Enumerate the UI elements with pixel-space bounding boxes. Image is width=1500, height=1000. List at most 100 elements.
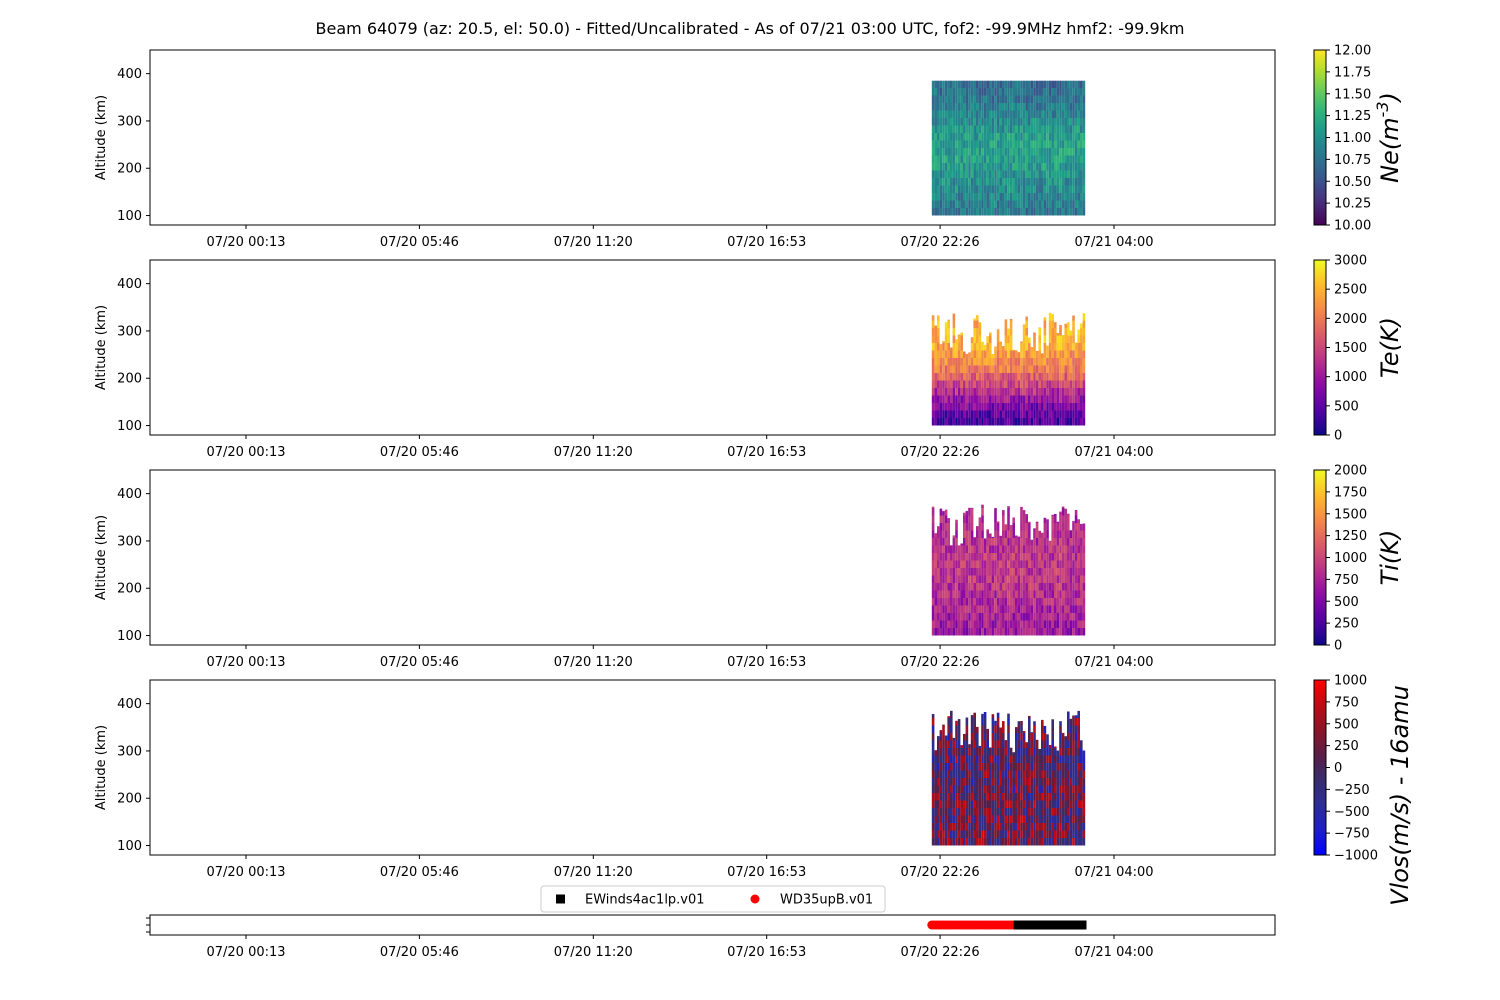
heatmap-cell [1064,350,1067,358]
heatmap-cell [955,125,958,133]
heatmap-cell [1041,605,1044,613]
heatmap-cell [965,515,969,523]
heatmap-cell [996,155,1000,163]
heatmap-cell [1046,598,1049,606]
heatmap-cell [976,343,979,351]
heatmap-cell [1009,155,1013,163]
heatmap-cell [1054,575,1057,583]
heatmap-cell [981,830,984,838]
heatmap-cell [981,178,984,186]
heatmap-cell [989,343,992,351]
heatmap-cell [937,373,940,381]
heatmap-cell [1082,823,1086,831]
heatmap-cell [999,133,1002,141]
heatmap-cell [955,193,958,201]
heatmap-cell [931,538,935,546]
heatmap-cell [976,185,979,193]
heatmap-cell [1025,358,1028,366]
heatmap-cell [934,620,937,628]
heatmap-cell [970,715,974,718]
heatmap-cell [973,208,976,216]
heatmap-cell [944,193,948,201]
heatmap-cell [1043,110,1047,118]
heatmap-cell [947,605,950,613]
heatmap-cell [952,125,956,133]
heatmap-cell [1007,358,1010,366]
heatmap-cell [957,800,961,808]
heatmap-cell [1025,748,1028,756]
heatmap-cell [942,343,945,351]
heatmap-cell [1061,395,1065,403]
heatmap-cell [978,583,982,591]
heatmap-cell [1020,770,1023,778]
heatmap-cell [999,613,1002,621]
heatmap-cell [1028,358,1031,366]
heatmap-cell [978,328,982,336]
heatmap-cell [978,365,982,373]
heatmap-cell [1022,110,1026,118]
heatmap-cell [942,605,945,613]
heatmap-cell [1059,721,1062,726]
heatmap-cell [999,88,1002,96]
heatmap-cell [996,80,1000,88]
heatmap-cell [1046,575,1049,583]
heatmap-cell [989,568,992,576]
heatmap-cell [1035,785,1039,793]
heatmap-cell [1069,185,1073,193]
heatmap-cell [996,185,1000,193]
heatmap-cell [1082,125,1086,133]
heatmap-cell [1028,763,1031,771]
heatmap-cell [986,103,989,111]
heatmap-cell [1067,118,1070,126]
heatmap-cell [965,510,969,516]
heatmap-cell [950,88,953,96]
heatmap-cell [1080,583,1083,591]
heatmap-cell [1077,388,1080,396]
heatmap-cell [950,710,953,718]
heatmap-cell [947,545,950,553]
heatmap-cell [996,605,1000,613]
heatmap-cell [1074,770,1078,778]
heatmap-cell [1072,793,1075,801]
heatmap-cell [944,103,948,111]
heatmap-cell [1059,178,1062,186]
heatmap-cell [955,178,958,186]
heatmap-cell [952,365,956,373]
heatmap-cell [1080,605,1083,613]
x-tick-label: 07/20 22:26 [901,235,980,250]
heatmap-cell [934,533,937,539]
heatmap-cell [944,322,948,328]
heatmap-cell [1048,785,1052,793]
heatmap-cell [955,808,958,816]
heatmap-cell [955,740,958,748]
heatmap-cell [983,815,987,823]
heatmap-cell [952,763,956,771]
heatmap-cell [994,605,997,613]
heatmap-cell [981,200,984,208]
heatmap-cell [960,785,963,793]
heatmap-cell [965,575,969,583]
heatmap-cell [931,523,935,531]
heatmap-cell [1077,823,1080,831]
heatmap-cell [1004,830,1008,838]
heatmap-cell [939,605,943,613]
heatmap-cell [999,838,1002,846]
heatmap-cell [1067,200,1070,208]
heatmap-cell [1059,575,1062,583]
heatmap-cell [944,365,948,373]
heatmap-cell [1054,523,1057,531]
heatmap-cell [1025,553,1028,561]
heatmap-cell [1048,163,1052,171]
heatmap-cell [1007,538,1010,546]
heatmap-cell [947,793,950,801]
heatmap-cell [1022,613,1026,621]
heatmap-cell [963,830,966,838]
heatmap-cell [1046,88,1049,96]
heatmap-cell [1002,613,1005,621]
heatmap-cell [960,410,963,418]
heatmap-cell [1012,373,1015,381]
heatmap-cell [942,515,945,523]
heatmap-cell [1017,365,1021,373]
heatmap-cell [1009,133,1013,141]
